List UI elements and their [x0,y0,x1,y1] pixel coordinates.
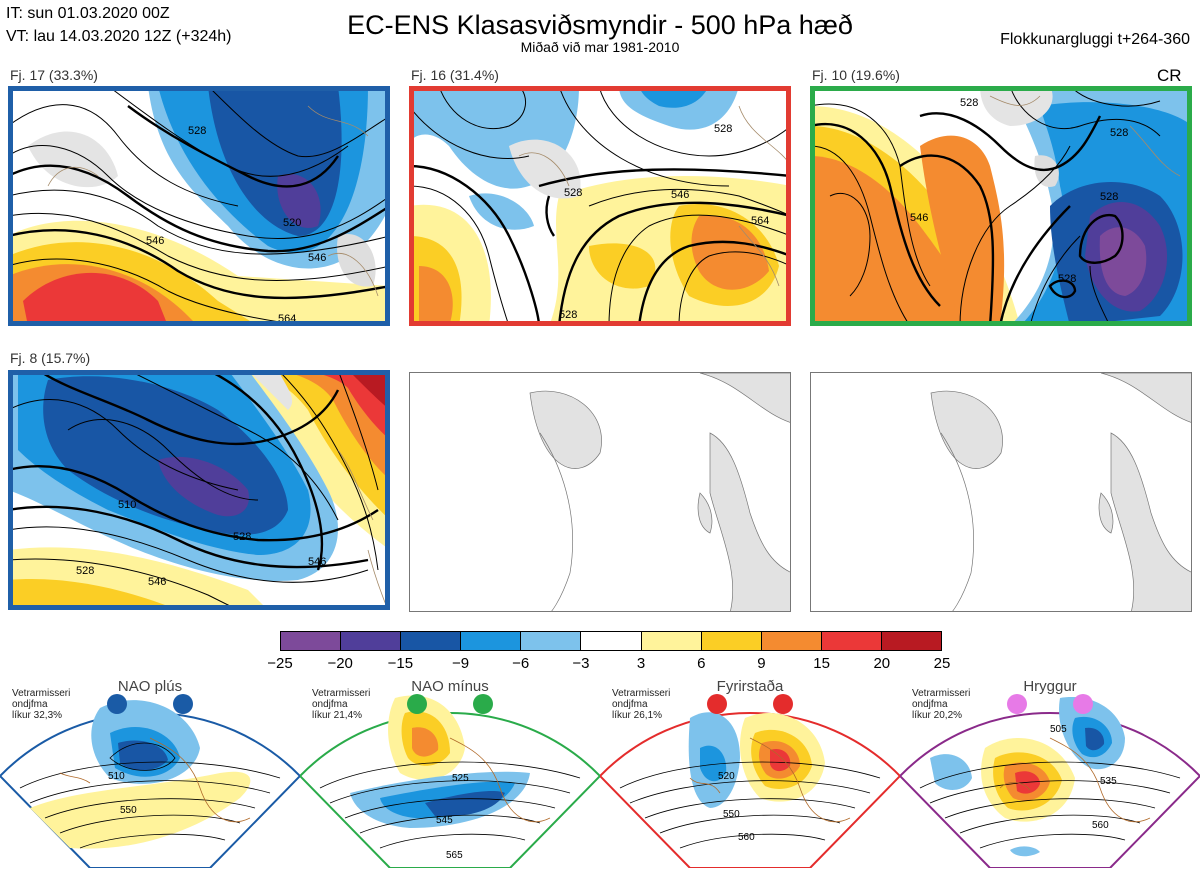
colorbar-tick-label: 20 [873,655,891,672]
regime-contour-label: 560 [1092,820,1109,831]
colorbar-swatch [461,632,522,650]
contour-label: 546 [308,252,326,264]
regime-probability: Vetrarmisseri ondjfma líkur 26,1% [612,688,671,721]
regime-blocking: 520 550 560 Fyrirstaða Vetrarmisseri ondj… [600,678,900,868]
cluster-map-3: 528 528 528 546 528 [810,86,1192,326]
empty-map-2 [810,372,1192,612]
regime-probability: Vetrarmisseri ondjfma líkur 20,2% [912,688,971,721]
init-time: IT: sun 01.03.2020 00Z [6,5,170,22]
contour-label: 528 [960,97,978,109]
cluster-map-2: 528 528 546 564 528 [409,86,791,326]
regime-name: Hryggur [1023,678,1077,695]
cluster-frame [409,86,791,326]
page-subtitle: Miðað við mar 1981-2010 [520,39,680,55]
regime-name: NAO mínus [411,678,489,695]
regime-name: NAO plús [117,678,183,695]
regime-contour-label: 535 [1100,776,1117,787]
contour-label: 528 [76,565,94,577]
valid-time: VT: lau 14.03.2020 12Z (+324h) [6,28,232,45]
contour-label: 528 [1100,191,1118,203]
contour-label: 564 [751,215,769,227]
colorbar-tick-label: −6 [512,655,530,672]
colorbar-swatch [641,632,702,650]
colorbar-tick-label: −9 [451,655,470,672]
contour-label: 528 [1058,273,1076,285]
regime-contour-label: 550 [120,805,137,816]
classification-window: Flokkunargluggi t+264-360 [1000,31,1190,48]
regime-nao-plus: 510 550 NAO plús Vetrarmisseri ondjfma lík… [0,678,300,868]
colorbar-tick-label: 15 [813,655,830,672]
empty-map-1 [409,372,791,612]
regime-contour-label: 525 [452,773,469,784]
cluster-frame [810,86,1192,326]
regime-contour-label: 550 [723,809,740,820]
cluster-label-4: Fj. 8 (15.7%) [10,350,91,366]
contour-label: 546 [146,235,164,247]
colorbar-tick-label: −25 [267,655,293,672]
cluster-frame [8,86,390,326]
contour-label: 528 [714,123,732,135]
colorbar-tick-label: 6 [697,655,706,672]
contour-label: 528 [188,125,206,137]
contour-label: 546 [308,556,326,568]
contour-label: 546 [910,212,928,224]
cluster-label-2: Fj. 16 (31.4%) [411,67,499,83]
contour-label: 528 [233,531,251,543]
colorbar-tick-label: −3 [572,655,590,672]
contour-label: 546 [671,189,689,201]
colorbar-swatch [881,632,942,650]
colorbar-swatch [521,632,582,650]
contour-label: 528 [1110,127,1128,139]
colorbar-swatch [401,632,462,650]
regime-contour-label: 505 [1050,724,1067,735]
colorbar-swatch [821,632,882,650]
contour-label: 528 [564,187,582,199]
regime-contour-label: 560 [738,832,755,843]
colorbar-swatch [581,632,642,650]
colorbar-tick-label: 3 [636,655,646,672]
regime-contour-label: 510 [108,771,125,782]
colorbar-tick-label: −20 [327,655,353,672]
regime-contour-label: 545 [436,815,453,826]
contour-label: 528 [559,309,577,321]
colorbar-swatch [701,632,762,650]
cluster-map-4: 510 528 546 528 546 [8,370,390,610]
colorbar-swatch [341,632,402,650]
cluster-map-1: 528 546 520 546 564 [8,86,390,326]
regime-probability: Vetrarmisseri ondjfma líkur 32,3% [12,688,71,721]
regime-contour-label: 520 [718,771,735,782]
colorbar-tick-label: 9 [757,655,766,672]
corner-mark: CR [1157,66,1182,85]
anomaly-colorbar [280,631,942,651]
regime-nao-minus: 525 545 565 NAO mínus Vetrarmisseri ondjf… [300,678,600,868]
contour-label: 520 [283,217,301,229]
contour-label: 510 [118,499,136,511]
cluster-label-1: Fj. 17 (33.3%) [10,67,98,83]
regime-contour-label: 565 [446,850,463,861]
regime-ridge: 505 535 560 Hryggur Vetrarmisseri ondjfma… [900,678,1200,868]
regime-name: Fyrirstaða [716,678,784,695]
cluster-label-3: Fj. 10 (19.6%) [812,67,900,83]
cluster-frame [8,370,390,610]
colorbar-swatch [281,632,342,650]
contour-label: 546 [148,576,166,588]
colorbar-tick-label: −15 [387,655,414,672]
page-title: EC-ENS Klasasviðsmyndir - 500 hPa hæð [347,10,853,40]
colorbar-tick-label: 25 [933,655,951,672]
colorbar-swatch [761,632,822,650]
regime-probability: Vetrarmisseri ondjfma líkur 21,4% [312,688,371,721]
